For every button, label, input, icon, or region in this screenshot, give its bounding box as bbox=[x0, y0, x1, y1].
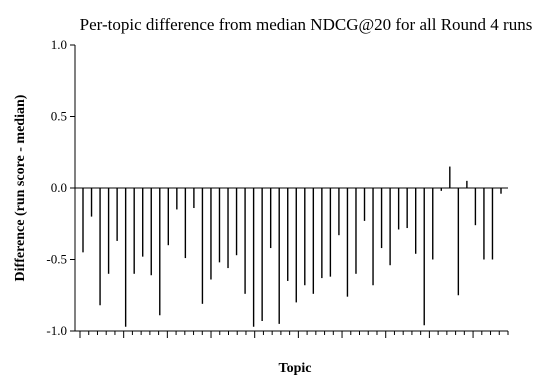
y-axis-label: Difference (run score - median) bbox=[13, 94, 28, 281]
x-axis-label: Topic bbox=[279, 361, 312, 376]
x-axis-ticks bbox=[79, 331, 509, 338]
y-tick-label: -1.0 bbox=[46, 323, 67, 338]
y-tick-label: 0.0 bbox=[51, 180, 67, 195]
y-tick-label: 1.0 bbox=[51, 37, 67, 52]
y-tick-label: 0.5 bbox=[51, 109, 67, 124]
chart-title: Per-topic difference from median NDCG@20… bbox=[80, 15, 533, 34]
y-tick-label: -0.5 bbox=[46, 252, 67, 267]
y-axis-ticks: 1.0 0.5 0.0 -0.5 -1.0 bbox=[46, 37, 75, 338]
bars bbox=[82, 166, 502, 327]
